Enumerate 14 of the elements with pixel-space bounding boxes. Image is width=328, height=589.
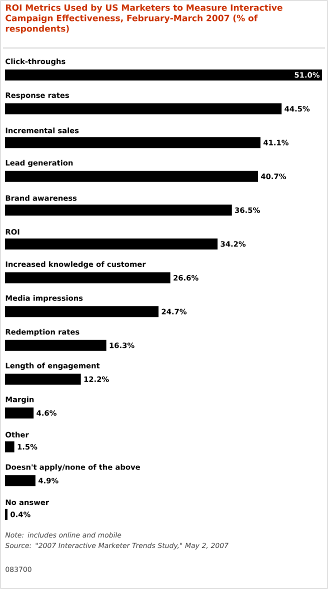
bar xyxy=(5,441,14,452)
bar xyxy=(5,306,159,318)
bar xyxy=(5,408,34,418)
bar xyxy=(5,103,282,114)
bar xyxy=(5,69,322,80)
bar xyxy=(5,340,106,351)
bar xyxy=(5,170,258,182)
bar xyxy=(5,137,260,148)
bar xyxy=(5,374,81,385)
bar xyxy=(5,238,218,250)
bar xyxy=(5,475,36,486)
bar xyxy=(5,272,170,284)
bar xyxy=(5,204,232,216)
chart-title: ROI Metrics Used by US Marketers to Measure Interactive Campaign Effectiveness, February-March 2007 (% of respondents) xyxy=(6,4,282,34)
